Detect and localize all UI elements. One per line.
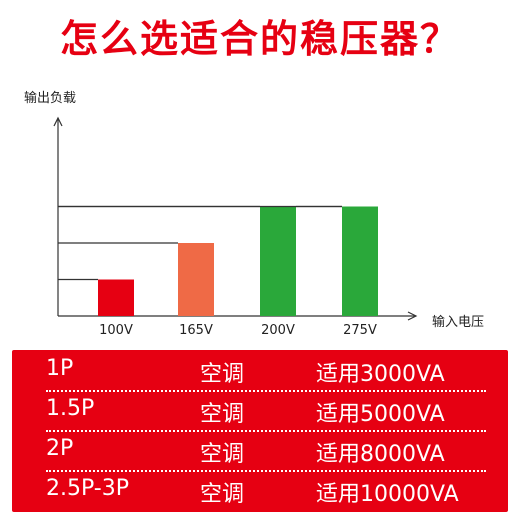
row-divider [46,470,486,472]
bar [98,279,134,316]
recommendation-table: 1P 空调 适用3000VA 1.5P 空调 适用5000VA 2P 空调 适用8000VA 2.… [12,350,508,512]
power-cell: 2.5P-3P [46,476,129,501]
bar-chart: 输出负载 输入电压 100V 165V 200V 275V [24,90,484,338]
table-row: 2P 空调 适用8000VA [12,430,508,470]
type-cell: 空调 [200,402,245,427]
x-tick-label: 200V [261,323,295,338]
bar [178,243,214,316]
power-cell: 2P [46,436,74,461]
capacity-cell: 适用8000VA [316,442,445,467]
bar [260,206,296,316]
table-row: 1.5P 空调 适用5000VA [12,390,508,430]
x-axis-label: 输入电压 [432,314,484,330]
x-tick-label: 100V [99,323,133,338]
x-axis-arrow [407,311,418,321]
row-divider [46,430,486,432]
type-cell: 空调 [200,442,245,467]
x-tick-label: 165V [179,323,213,338]
capacity-cell: 适用5000VA [316,402,445,427]
y-axis-label: 输出负载 [24,90,76,106]
type-cell: 空调 [200,482,245,507]
type-cell: 空调 [200,362,245,387]
x-tick-label: 275V [343,323,377,338]
row-divider [46,390,486,392]
capacity-cell: 适用3000VA [316,362,445,387]
bar [342,206,378,316]
power-cell: 1.5P [46,396,95,421]
y-axis-arrow [53,116,63,127]
capacity-cell: 适用10000VA [316,482,459,507]
power-cell: 1P [46,356,74,381]
table-row: 2.5P-3P 空调 适用10000VA [12,470,508,510]
page-title: 怎么选适合的稳压器？ [59,17,460,61]
table-row: 1P 空调 适用3000VA [12,350,508,390]
